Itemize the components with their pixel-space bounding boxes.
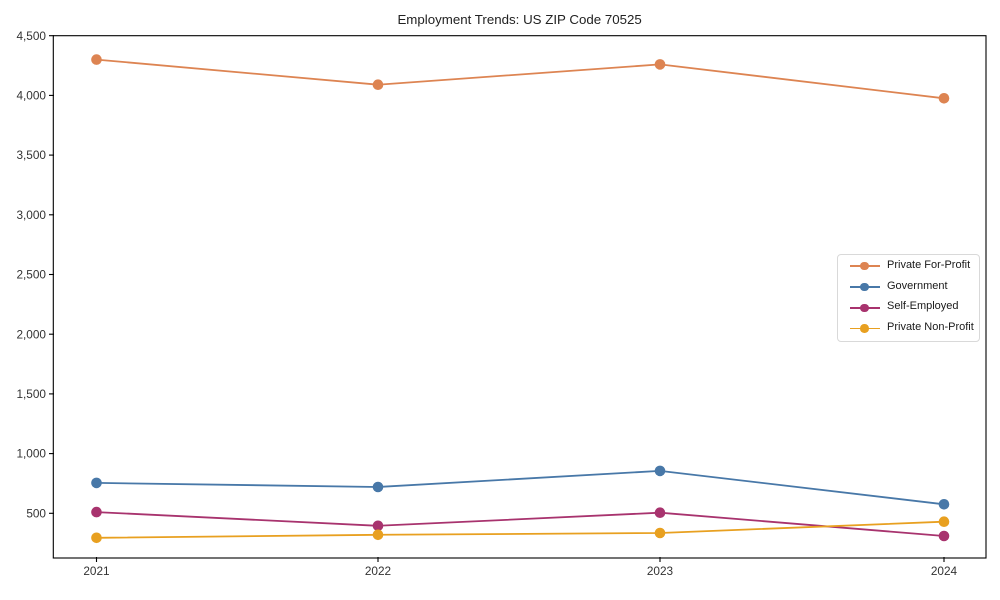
svg-text:2024: 2024 [931, 564, 958, 578]
svg-text:3,000: 3,000 [16, 208, 46, 222]
svg-text:2,000: 2,000 [16, 327, 46, 341]
svg-text:4,000: 4,000 [16, 89, 46, 103]
svg-text:2021: 2021 [83, 564, 109, 578]
svg-text:3,500: 3,500 [16, 148, 46, 162]
svg-text:500: 500 [26, 506, 46, 520]
svg-text:2023: 2023 [647, 564, 674, 578]
svg-text:1,500: 1,500 [16, 387, 46, 401]
svg-text:4,500: 4,500 [16, 29, 46, 43]
svg-text:1,000: 1,000 [16, 447, 46, 461]
svg-text:2022: 2022 [365, 564, 391, 578]
svg-text:2,500: 2,500 [16, 268, 46, 282]
